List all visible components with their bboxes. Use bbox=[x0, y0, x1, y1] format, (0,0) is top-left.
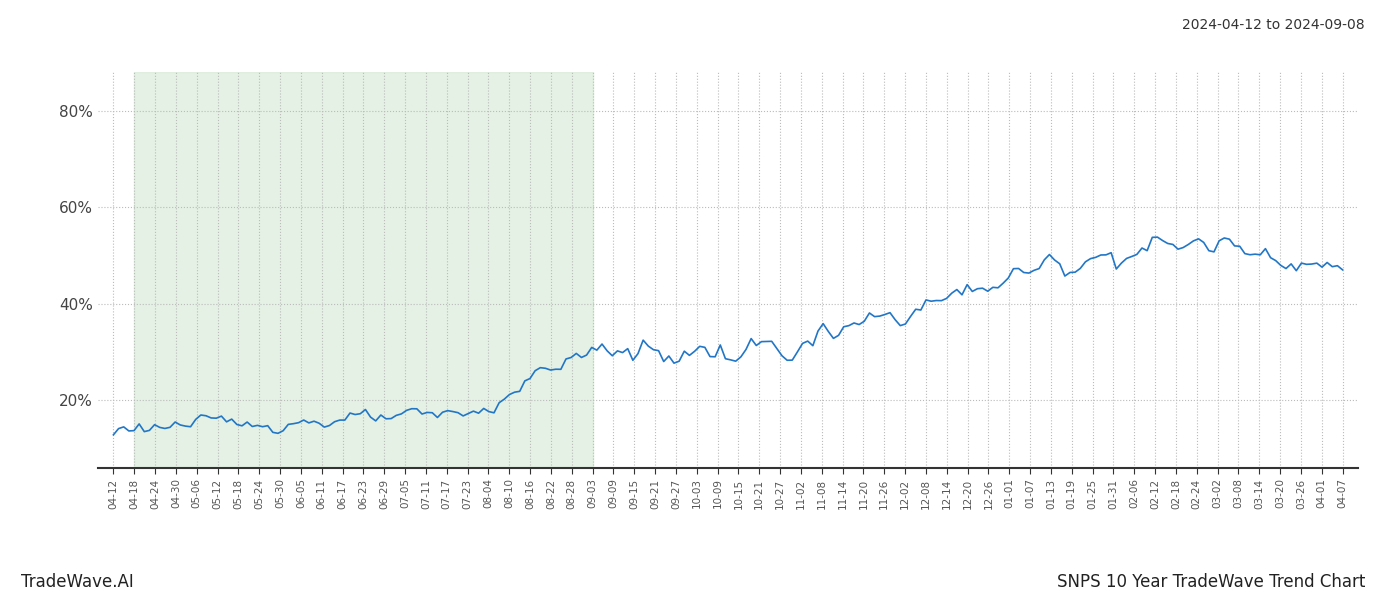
Bar bbox=[134, 72, 592, 468]
Text: 2024-04-12 to 2024-09-08: 2024-04-12 to 2024-09-08 bbox=[1183, 18, 1365, 32]
Text: TradeWave.AI: TradeWave.AI bbox=[21, 573, 134, 591]
Text: SNPS 10 Year TradeWave Trend Chart: SNPS 10 Year TradeWave Trend Chart bbox=[1057, 573, 1365, 591]
